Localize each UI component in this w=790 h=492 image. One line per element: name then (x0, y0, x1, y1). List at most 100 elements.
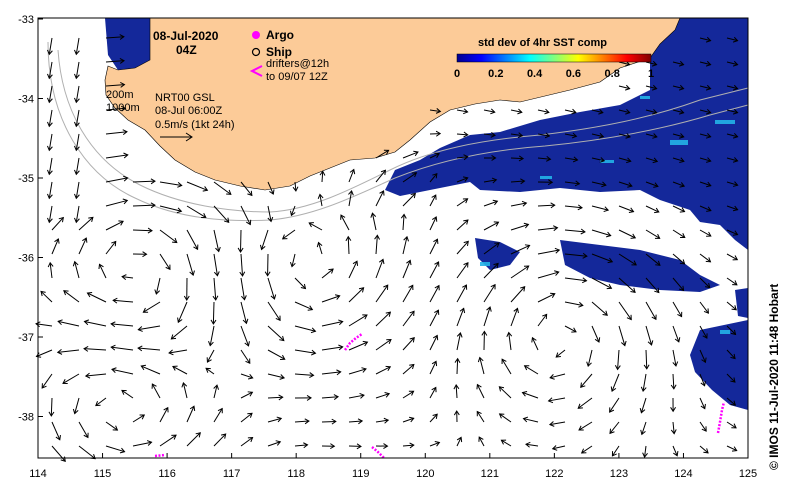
current-arrow-head (82, 237, 88, 243)
current-arrow-head (653, 182, 659, 188)
current-arrow-head (275, 315, 281, 322)
sst-patch-east-edge (735, 288, 748, 318)
current-arrow (580, 373, 593, 388)
current-arrow-head (435, 108, 442, 114)
current-arrow (402, 172, 417, 183)
current-arrow-head (456, 436, 463, 443)
current-arrow (429, 216, 437, 231)
current-arrow-head (275, 440, 282, 446)
current-arrow-head (121, 274, 127, 280)
current-arrow-head (431, 194, 437, 200)
current-arrow-head (308, 222, 314, 228)
current-arrow-head (119, 34, 125, 40)
current-arrow-head (74, 97, 80, 104)
current-arrow-head (119, 58, 125, 64)
current-arrow-head (732, 205, 739, 212)
current-arrow (35, 323, 53, 327)
current-arrow (375, 284, 389, 303)
current-arrow (321, 420, 336, 423)
current-arrow-head (594, 337, 601, 343)
current-arrow (240, 412, 253, 423)
current-arrow (645, 349, 648, 369)
current-arrow-head (56, 349, 63, 355)
current-arrow (591, 205, 609, 211)
current-arrow (456, 219, 469, 231)
current-arrow (348, 260, 358, 279)
current-arrow-head (598, 132, 605, 139)
current-arrow-head (410, 192, 416, 199)
current-arrow (138, 347, 161, 351)
current-arrow-head (41, 383, 47, 389)
current-arrow (618, 205, 634, 213)
current-arrow-head (705, 36, 712, 43)
current-arrow (240, 391, 253, 399)
current-arrow (375, 366, 391, 375)
current-arrow-head (304, 418, 310, 425)
current-arrow (402, 390, 414, 399)
current-arrow-head (571, 132, 578, 139)
current-arrow-head (705, 133, 712, 139)
current-arrow-head (639, 407, 646, 414)
current-arrow (348, 190, 353, 207)
current-arrow (294, 325, 316, 332)
current-arrow-head (609, 428, 615, 435)
current-arrow-head (120, 105, 127, 112)
current-arrow (347, 236, 350, 255)
y-axis: -33 -34 -35 -36 -37 -38 (18, 14, 43, 424)
current-arrow-head (670, 406, 677, 413)
current-arrow (645, 253, 661, 266)
current-arrow-head (434, 309, 440, 315)
current-arrow-head (544, 108, 550, 115)
current-arrow-head (111, 367, 117, 374)
current-arrow (699, 301, 709, 314)
current-arrow-head (120, 81, 126, 88)
current-arrow (321, 268, 334, 279)
current-arrow-head (348, 190, 354, 196)
current-arrow (87, 292, 107, 303)
current-arrow (564, 277, 587, 282)
current-arrow-head (246, 219, 252, 226)
current-arrow-head (732, 255, 739, 261)
current-arrow-head (146, 440, 153, 446)
current-arrow (429, 441, 440, 447)
current-arrow (726, 397, 736, 406)
current-arrow-head (118, 220, 124, 226)
current-arrow-head (189, 405, 196, 411)
current-arrow-head (400, 213, 407, 219)
current-arrow-head (580, 382, 586, 388)
current-arrow (478, 436, 485, 447)
current-arrow (402, 285, 414, 303)
current-arrow (726, 61, 738, 66)
current-arrow (483, 306, 491, 327)
current-arrow (510, 109, 522, 113)
current-arrow (429, 387, 437, 399)
isobath-1000m-label: 1000m (106, 102, 140, 114)
current-arrow (105, 421, 118, 431)
scale-arrow-icon (160, 132, 193, 142)
isobath-1000m (47, 41, 749, 222)
current-arrow (499, 413, 512, 423)
current-arrow-head (493, 262, 499, 269)
current-arrow (726, 181, 738, 186)
current-arrow-head (432, 413, 438, 419)
current-arrow-head (651, 314, 657, 321)
current-arrow (510, 133, 523, 137)
current-arrow-head (652, 133, 658, 139)
current-arrow (726, 133, 738, 138)
current-arrow (499, 386, 512, 399)
current-arrow-head (212, 295, 219, 301)
current-arrow (51, 445, 66, 462)
current-arrow-head (678, 84, 685, 91)
current-arrow (726, 445, 737, 452)
current-arrow-head (74, 49, 80, 56)
current-arrow-head (177, 182, 183, 188)
current-arrow-head (580, 448, 587, 454)
current-arrow (699, 37, 711, 42)
current-arrow (186, 181, 208, 191)
current-arrow (36, 349, 53, 357)
current-arrow-head (732, 60, 739, 67)
current-arrow (672, 229, 686, 238)
current-arrow (105, 220, 124, 231)
current-arrow-head (150, 178, 156, 185)
current-arrow (483, 200, 498, 207)
